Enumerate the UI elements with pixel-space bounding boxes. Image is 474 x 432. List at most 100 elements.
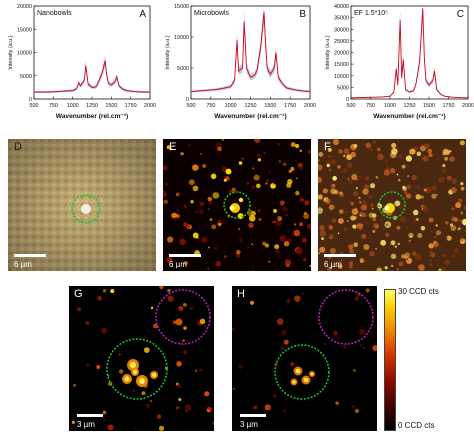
speckle bbox=[438, 268, 442, 271]
hotspot bbox=[175, 318, 183, 326]
panel-d-image: D 6 µm bbox=[8, 139, 156, 271]
speckle bbox=[231, 187, 236, 192]
speckle bbox=[236, 253, 240, 258]
y-tick-label: 15000 bbox=[17, 27, 32, 33]
speckle bbox=[212, 422, 214, 425]
speckle bbox=[352, 224, 357, 229]
cluster-hotspot-core bbox=[310, 372, 314, 376]
speckle bbox=[332, 176, 337, 181]
speckle bbox=[207, 196, 213, 202]
speckle bbox=[141, 391, 146, 396]
speckle bbox=[429, 259, 432, 262]
x-tick-label: 1750 bbox=[284, 103, 296, 109]
speckle bbox=[283, 241, 290, 247]
speckle bbox=[118, 353, 121, 356]
speckle bbox=[199, 209, 204, 215]
speckle bbox=[208, 246, 210, 249]
speckle bbox=[166, 236, 174, 243]
y-tick-label: 40000 bbox=[334, 4, 349, 10]
speckle bbox=[302, 292, 305, 295]
speckle bbox=[199, 152, 202, 155]
speckle bbox=[414, 253, 422, 261]
speckle bbox=[110, 289, 115, 294]
raman-map-g bbox=[71, 286, 214, 431]
speckle bbox=[455, 202, 462, 209]
speckle bbox=[252, 269, 255, 271]
speckle bbox=[369, 251, 375, 257]
speckle bbox=[207, 208, 210, 211]
y-tick-label: 0 bbox=[346, 97, 349, 103]
x-tick-label: 2000 bbox=[144, 103, 156, 109]
speckle bbox=[415, 194, 421, 200]
speckle bbox=[306, 223, 311, 229]
speckle bbox=[390, 264, 394, 268]
speckle bbox=[335, 401, 339, 405]
speckle bbox=[201, 236, 208, 243]
scale-bar-d bbox=[14, 254, 46, 257]
speckle bbox=[204, 391, 210, 397]
speckle bbox=[350, 201, 355, 206]
speckle bbox=[406, 242, 409, 245]
speckle bbox=[372, 213, 377, 218]
speckle bbox=[238, 364, 243, 369]
speckle bbox=[263, 151, 266, 155]
raman-map-h bbox=[232, 288, 377, 414]
chart-c: 500 750 1000 1250 1500 1750 200005000100001500… bbox=[325, 4, 474, 120]
speckle bbox=[383, 169, 390, 176]
roi-circle-green bbox=[378, 191, 406, 219]
speckle bbox=[348, 248, 355, 254]
speckle bbox=[199, 318, 206, 325]
speckle bbox=[416, 151, 422, 157]
speckle bbox=[436, 194, 438, 196]
speckle bbox=[192, 232, 199, 239]
speckle bbox=[431, 193, 437, 199]
speckle bbox=[342, 168, 347, 173]
speckle bbox=[256, 153, 261, 158]
speckle bbox=[408, 148, 416, 155]
speckle bbox=[353, 242, 359, 248]
plot-frame bbox=[190, 5, 311, 100]
speckle bbox=[247, 245, 250, 248]
speckle bbox=[307, 150, 311, 154]
speckle bbox=[288, 169, 292, 173]
speckle bbox=[462, 218, 466, 226]
speckle bbox=[337, 232, 340, 235]
speckle bbox=[410, 235, 412, 238]
speckle bbox=[349, 265, 353, 269]
roi-circle-magenta bbox=[155, 289, 211, 345]
speckle bbox=[325, 198, 331, 204]
speckle bbox=[397, 242, 401, 246]
speckle bbox=[168, 146, 173, 151]
x-tick-label: 1500 bbox=[423, 103, 435, 109]
speckle bbox=[232, 327, 236, 332]
speckle bbox=[446, 237, 448, 240]
speckle bbox=[163, 199, 168, 204]
speckle bbox=[362, 188, 369, 195]
chart-title: Microbowls bbox=[194, 10, 230, 17]
central-hotspot-core bbox=[384, 205, 390, 211]
speckle bbox=[408, 239, 411, 242]
speckle bbox=[330, 158, 337, 166]
speckle bbox=[459, 140, 465, 146]
panel-letter-d: D bbox=[14, 141, 22, 153]
speckle bbox=[451, 254, 456, 258]
speckle bbox=[389, 242, 393, 246]
scale-label-f: 6 µm bbox=[324, 260, 342, 269]
speckle bbox=[189, 306, 194, 310]
speckle bbox=[295, 247, 303, 255]
speckle bbox=[371, 207, 374, 210]
speckle bbox=[453, 247, 460, 253]
speckle bbox=[418, 264, 425, 271]
speckle bbox=[179, 238, 186, 246]
speckle bbox=[353, 191, 359, 197]
panel-letter-e: E bbox=[169, 141, 177, 153]
speckle bbox=[178, 305, 184, 311]
speckle bbox=[257, 158, 261, 162]
y-tick-label: 10000 bbox=[17, 51, 32, 57]
speckle bbox=[318, 207, 324, 214]
speckle bbox=[404, 191, 408, 195]
speckle bbox=[258, 218, 262, 222]
speckle bbox=[459, 237, 464, 242]
speckle bbox=[392, 215, 398, 221]
colorbar-min-label: 0 CCD cts bbox=[398, 421, 435, 430]
